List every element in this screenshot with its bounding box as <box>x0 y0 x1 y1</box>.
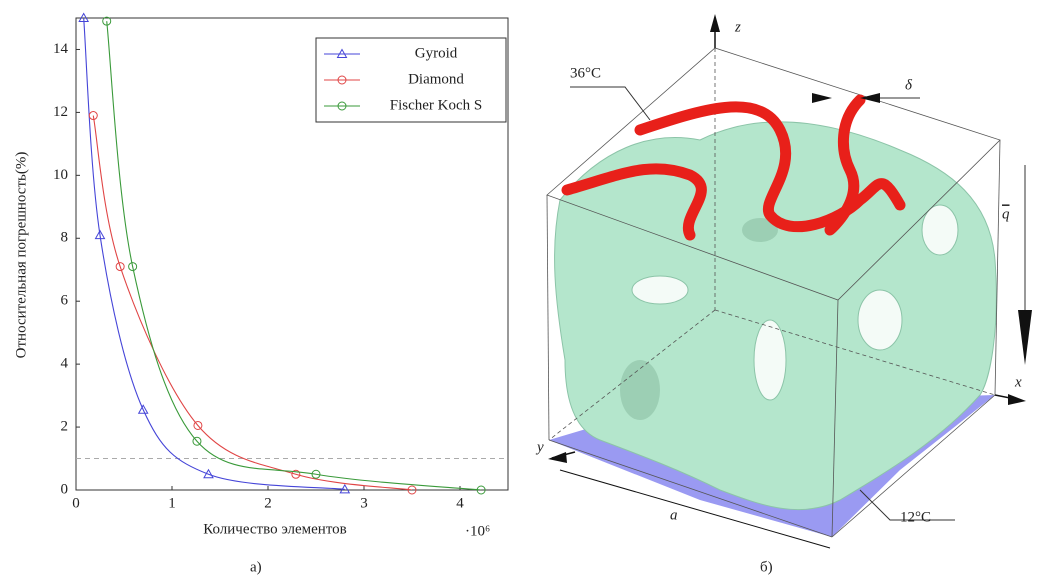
marker <box>476 485 486 495</box>
y-axis-title: Относительная погрешность(%) <box>13 152 29 359</box>
x-tick-label: 1 <box>168 495 176 511</box>
marker <box>128 262 138 272</box>
arrow-head <box>710 14 720 32</box>
y-tick-label: 14 <box>53 41 69 57</box>
axis-letter: z <box>734 19 741 35</box>
axis-letter: y <box>535 439 544 455</box>
legend-label: Fischer Koch S <box>390 97 483 113</box>
y-tick-label: 12 <box>53 104 68 120</box>
temperature-label: 36°C <box>570 65 601 81</box>
temperature-label: 12°C <box>900 509 931 525</box>
tpms-cell: z x y q δ 36°C 12°C a <box>535 14 1032 549</box>
y-tick-label: 6 <box>61 293 69 309</box>
marker <box>339 483 351 494</box>
dimension-line <box>559 469 831 549</box>
legend-label: Diamond <box>408 71 464 87</box>
x-axis-title: Количество элементов <box>203 521 347 537</box>
marker <box>337 75 347 85</box>
hole <box>620 360 660 420</box>
x-tick-label: 0 <box>72 495 80 511</box>
arrow-head <box>1008 394 1026 405</box>
edge-letter: a <box>670 507 678 523</box>
panel-caption: б) <box>760 559 773 575</box>
x-tick-label: 3 <box>360 495 368 511</box>
plot-frame <box>75 17 509 491</box>
x-tick-label: 4 <box>456 495 464 511</box>
y-tick-label: 0 <box>61 481 69 497</box>
y-tick-label: 10 <box>53 167 68 183</box>
hole <box>753 319 787 401</box>
panel-caption: а) <box>250 559 262 575</box>
cube-frame <box>546 47 1001 538</box>
arrow-head <box>812 93 832 103</box>
marker <box>291 469 301 479</box>
y-tick-label: 4 <box>61 356 69 372</box>
series-line <box>106 21 482 490</box>
series-line <box>92 115 413 490</box>
x-tick-label: 2 <box>264 495 272 511</box>
marker <box>193 420 203 430</box>
hole <box>857 289 903 351</box>
marker <box>337 101 347 111</box>
leader-line <box>859 489 955 521</box>
marker <box>407 485 417 495</box>
leader-line <box>570 86 651 121</box>
marker <box>115 262 125 272</box>
marker <box>137 404 149 414</box>
marker <box>192 436 202 446</box>
marker <box>78 12 90 22</box>
legend-label: Gyroid <box>415 45 458 61</box>
arrow-head <box>1018 310 1032 365</box>
marker <box>203 468 214 479</box>
arrow-head <box>860 93 880 103</box>
marker <box>311 469 321 479</box>
hole <box>631 275 689 305</box>
heated-edge <box>561 94 906 241</box>
hole <box>742 218 778 242</box>
axis-letter: x <box>1014 374 1022 390</box>
series-line <box>83 18 345 490</box>
x-multiplier: ·10⁶ <box>465 523 490 539</box>
hole <box>921 204 959 256</box>
flux-letter: q <box>1002 206 1010 222</box>
y-tick-label: 8 <box>61 230 69 246</box>
thickness-letter: δ <box>905 77 913 93</box>
marker <box>94 229 106 240</box>
marker <box>88 111 98 121</box>
marker <box>102 16 112 26</box>
y-tick-label: 2 <box>61 419 69 435</box>
arrow-head <box>548 452 567 463</box>
marker <box>336 48 348 58</box>
